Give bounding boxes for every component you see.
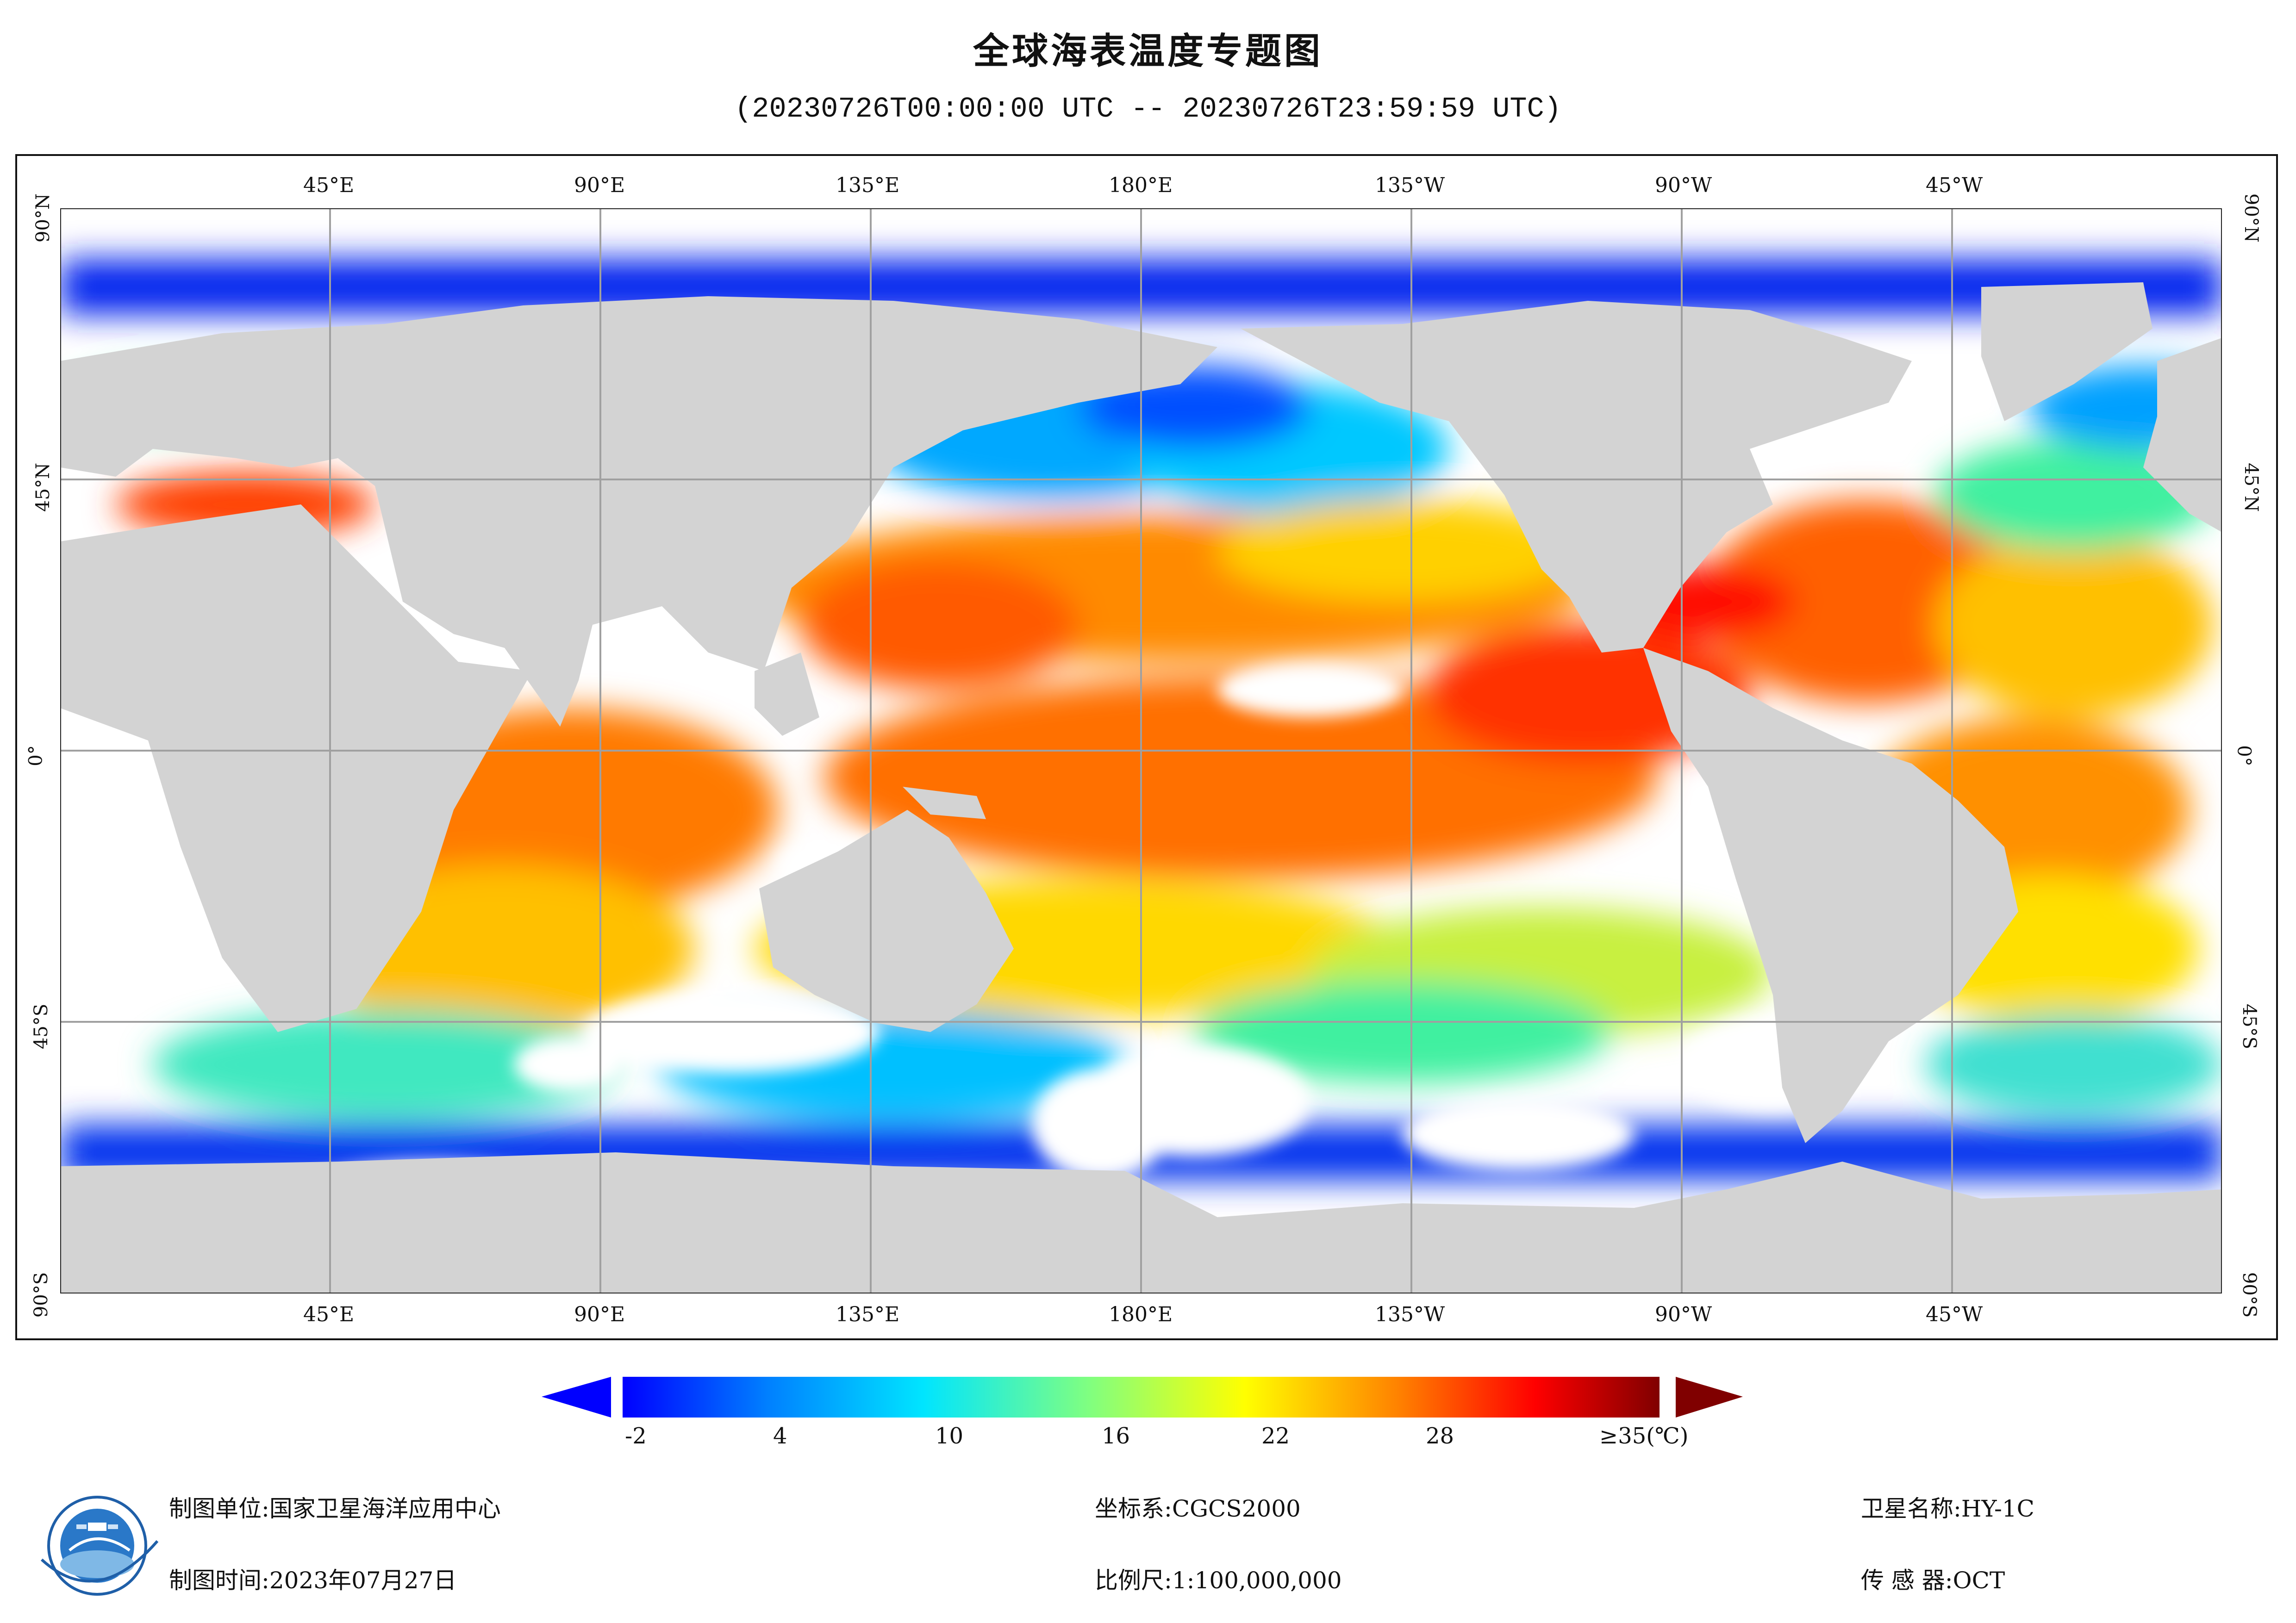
top-lon-label: 90°E — [574, 174, 625, 197]
colorbar-tick: ≥35(℃) — [1599, 1423, 1689, 1449]
left-lat-label: 0° — [25, 745, 47, 766]
map-scale-label: 比例尺: — [1095, 1567, 1172, 1594]
colorbar-tick: 28 — [1426, 1423, 1454, 1449]
sensor-label: 传 感 器: — [1861, 1567, 1953, 1594]
bottom-lon-label: 135°E — [836, 1303, 900, 1326]
mapping-date-value: 2023年07月27日 — [269, 1567, 457, 1594]
left-lat-label: 45°N — [32, 463, 54, 512]
top-lon-label: 45°W — [1926, 174, 1983, 197]
mapping-date-label: 制图时间: — [169, 1567, 269, 1594]
coordinate-system-label: 坐标系: — [1095, 1495, 1172, 1522]
sst-map — [60, 208, 2222, 1293]
right-lat-label: 45°N — [2240, 463, 2262, 512]
right-lat-label: 0° — [2233, 745, 2255, 766]
nsoas-logo-icon — [40, 1496, 159, 1596]
map-frame — [15, 154, 2278, 1340]
colorbar-tick: 4 — [773, 1423, 787, 1449]
top-lon-label: 180°E — [1109, 174, 1173, 197]
top-lon-label: 135°E — [836, 174, 900, 197]
bottom-lon-label: 180°E — [1109, 1303, 1173, 1326]
right-lat-label: 90°N — [2240, 193, 2262, 243]
right-lat-label: 90°S — [2239, 1272, 2260, 1318]
map-scale-value: 1:100,000,000 — [1172, 1567, 1342, 1594]
top-lon-label: 90°W — [1655, 174, 1712, 197]
bottom-lon-label: 45°W — [1926, 1303, 1983, 1326]
bottom-lon-label: 135°W — [1375, 1303, 1445, 1326]
mapping-agency-label: 制图单位: — [169, 1495, 269, 1522]
left-lat-label: 45°S — [31, 1003, 52, 1050]
bottom-lon-label: 90°W — [1655, 1303, 1712, 1326]
satellite-name-value: HY-1C — [1961, 1495, 2034, 1522]
satellite-name: 卫星名称:HY-1C — [1861, 1490, 2034, 1524]
coordinate-system-value: CGCS2000 — [1172, 1495, 1301, 1522]
colorbar-tick: -2 — [625, 1423, 647, 1449]
mapping-agency-value: 国家卫星海洋应用中心 — [269, 1495, 501, 1522]
mapping-agency: 制图单位:国家卫星海洋应用中心 — [169, 1490, 501, 1524]
bottom-lon-label: 90°E — [574, 1303, 625, 1326]
top-lon-label: 135°W — [1375, 174, 1445, 197]
map-scale: 比例尺:1:100,000,000 — [1095, 1562, 1342, 1595]
left-lat-label: 90°N — [32, 193, 54, 243]
colorbar-max-arrow — [1676, 1377, 1743, 1418]
left-lat-label: 90°S — [31, 1272, 52, 1318]
top-lon-label: 45°E — [303, 174, 355, 197]
sensor-value: OCT — [1953, 1567, 2005, 1594]
sensor: 传 感 器:OCT — [1861, 1562, 2005, 1595]
colorbar-tick: 10 — [935, 1423, 964, 1449]
right-lat-label: 45°S — [2239, 1003, 2260, 1050]
colorbar — [542, 1377, 1743, 1418]
colorbar-min-arrow — [542, 1377, 611, 1418]
colorbar-bar — [623, 1377, 1660, 1418]
graticule — [60, 208, 2222, 1293]
coordinate-system: 坐标系:CGCS2000 — [1095, 1490, 1301, 1524]
colorbar-tick: 16 — [1102, 1423, 1130, 1449]
time-range: (20230726T00:00:00 UTC -- 20230726T23:59… — [735, 93, 1561, 125]
satellite-name-label: 卫星名称: — [1861, 1495, 1961, 1522]
colorbar-tick: 22 — [1261, 1423, 1290, 1449]
mapping-date: 制图时间:2023年07月27日 — [169, 1562, 456, 1595]
bottom-lon-label: 45°E — [303, 1303, 355, 1326]
map-title: 全球海表温度专题图 — [973, 31, 1323, 72]
